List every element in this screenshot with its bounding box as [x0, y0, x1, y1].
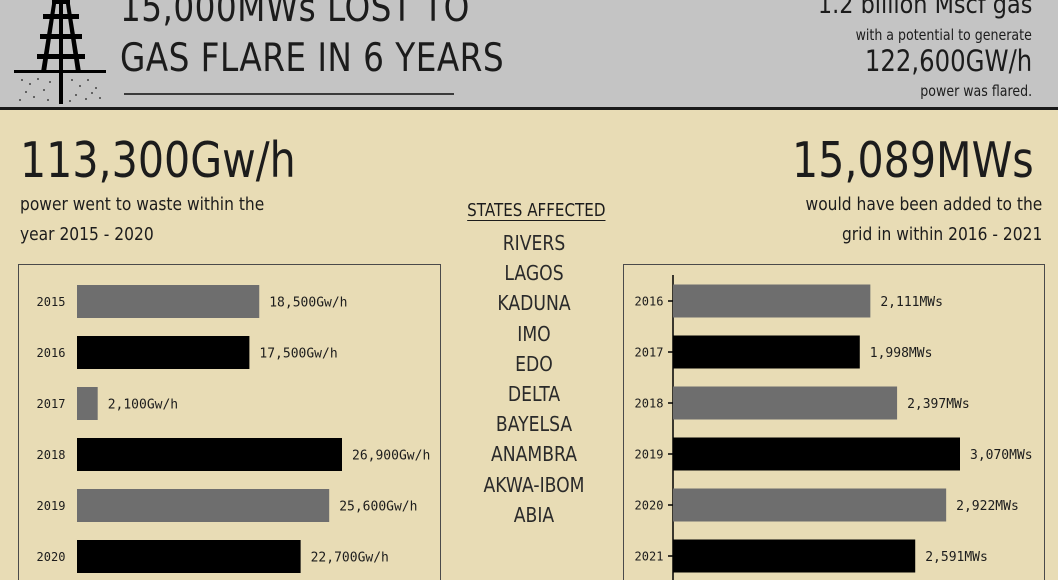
- value-label: 18,500Gw/h: [269, 296, 347, 311]
- category-label: 2015: [37, 295, 66, 309]
- value-label: 2,397MWs: [907, 397, 970, 412]
- wasted-power-bar-chart: 2015 18,500Gw/h 2016 17,500Gw/h 2017 2,100Gw/…: [37, 285, 430, 573]
- category-label: 2018: [635, 397, 664, 411]
- state-item: ANAMBRA: [490, 442, 578, 467]
- value-label: 22,700Gw/h: [311, 551, 389, 566]
- right-summary-text: would have been added to the grid in wit…: [805, 190, 1042, 250]
- category-label: 2021: [635, 550, 664, 564]
- lost-capacity-bar-chart: 2016 2,111MWs 2017 1,998MWs 2018 2,397MWs 2019…: [635, 275, 1033, 580]
- left-big-value: 113,300Gw/h: [20, 132, 296, 189]
- states-list: RIVERS LAGOS KADUNA IMO EDO DELTA BAYELS…: [454, 228, 614, 530]
- bar-2017: [673, 335, 860, 369]
- states-affected-panel: STATES AFFECTED RIVERS LAGOS KADUNA IMO …: [454, 200, 614, 530]
- bar-2018: [77, 438, 342, 471]
- value-label: 2,100Gw/h: [108, 398, 178, 413]
- value-label: 2,591MWs: [925, 550, 988, 565]
- wasted-power-chart-frame: 2015 18,500Gw/h 2016 17,500Gw/h 2017 2,100Gw/…: [18, 264, 441, 580]
- bar-2016: [77, 336, 250, 369]
- bar-2019: [673, 437, 960, 471]
- state-item: RIVERS: [502, 231, 566, 255]
- state-item: LAGOS: [504, 261, 564, 286]
- bar-2015: [77, 285, 260, 318]
- state-item: EDO: [515, 351, 553, 376]
- header-stat-gas: 1.2 billion Mscf gas: [817, 0, 1032, 20]
- category-label: 2016: [635, 295, 664, 309]
- header-stat-caption-2: power was flared.: [920, 82, 1032, 100]
- right-summary-line-2: grid in within 2016 - 2021: [841, 224, 1042, 245]
- header-stat-caption-1: with a potential to generate: [855, 26, 1032, 44]
- category-label: 2020: [37, 550, 66, 564]
- category-label: 2017: [635, 346, 664, 360]
- oil-rig-icon: [14, 0, 106, 104]
- state-item: ABIA: [513, 502, 555, 527]
- state-item: IMO: [517, 321, 551, 346]
- category-label: 2017: [37, 397, 66, 411]
- value-label: 2,111MWs: [880, 295, 943, 310]
- category-label: 2018: [37, 448, 66, 462]
- bar-2019: [77, 489, 330, 522]
- value-label: 3,070MWs: [970, 448, 1033, 463]
- category-label: 2020: [635, 499, 664, 513]
- category-label: 2016: [37, 346, 66, 360]
- value-label: 26,900Gw/h: [352, 449, 430, 464]
- lost-capacity-chart-frame: 2016 2,111MWs 2017 1,998MWs 2018 2,397MWs 2019…: [623, 264, 1045, 580]
- title-underline: [124, 93, 454, 95]
- bar-2020: [77, 540, 301, 573]
- value-label: 1,998MWs: [870, 346, 933, 361]
- state-item: KADUNA: [497, 291, 571, 316]
- state-item: DELTA: [507, 381, 561, 406]
- states-affected-title: STATES AFFECTED: [467, 200, 606, 221]
- left-summary-line-2: year 2015 - 2020: [20, 224, 154, 245]
- left-summary-line-1: power went to waste within the: [20, 194, 265, 215]
- category-label: 2019: [37, 499, 66, 513]
- bar-2018: [673, 386, 898, 420]
- state-item: BAYELSA: [495, 412, 573, 437]
- state-item: AKWA-IBOM: [483, 472, 585, 497]
- category-label: 2019: [635, 448, 664, 462]
- right-summary-line-1: would have been added to the: [805, 194, 1042, 215]
- page-title-line-2: GAS FLARE IN 6 YEARS: [120, 36, 505, 81]
- bar-2021: [673, 539, 916, 573]
- bar-2020: [673, 488, 947, 522]
- bar-2016: [673, 284, 871, 318]
- header-banner: 15,000MWs LOST TO GAS FLARE IN 6 YEARS 1…: [0, 0, 1058, 110]
- left-summary-text: power went to waste within the year 2015…: [20, 190, 264, 250]
- header-stat-value: 122,600GW/h: [864, 44, 1032, 78]
- value-label: 17,500Gw/h: [259, 347, 337, 362]
- page-title-line-1: 15,000MWs LOST TO: [120, 0, 470, 31]
- value-label: 2,922MWs: [956, 499, 1019, 514]
- bar-2017: [77, 387, 98, 420]
- value-label: 25,600Gw/h: [339, 500, 417, 515]
- right-big-value: 15,089MWs: [792, 132, 1034, 189]
